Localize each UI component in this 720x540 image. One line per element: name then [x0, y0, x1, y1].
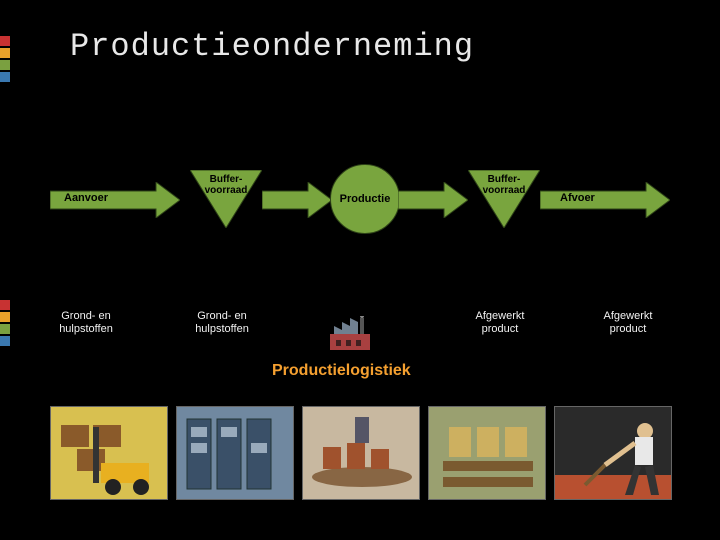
arrow-3 [398, 182, 468, 218]
arrow-afvoer-label: Afvoer [560, 192, 595, 204]
factory-icon [330, 316, 370, 355]
image-worker [554, 406, 672, 500]
image-pallets [428, 406, 546, 500]
arrow-aanvoer: Aanvoer [50, 182, 180, 218]
accent-bars-mid [0, 300, 10, 346]
image-conveyor [302, 406, 420, 500]
image-forklift [50, 406, 168, 500]
productie-label: Productie [340, 193, 391, 205]
arrow-2 [262, 182, 332, 218]
productie-circle: Productie [330, 164, 400, 234]
arrow-aanvoer-label: Aanvoer [64, 192, 108, 204]
image-row [50, 406, 672, 500]
sublabel-1: Grond- en hulpstoffen [46, 310, 126, 336]
image-warehouse [176, 406, 294, 500]
sublabel-3: Afgewerkt product [460, 310, 540, 336]
arrow-afvoer: Afvoer [540, 182, 670, 218]
buffer-label-1: Buffer- voorraad [190, 174, 262, 196]
page-title: Productieonderneming [70, 28, 474, 65]
flow-diagram: Aanvoer Buffer- voorraad Productie Buffe… [40, 170, 680, 250]
sublabel-4: Afgewerkt product [588, 310, 668, 336]
buffer-label-2: Buffer- voorraad [468, 174, 540, 196]
section-title: Productielogistiek [272, 362, 411, 380]
sublabel-2: Grond- en hulpstoffen [182, 310, 262, 336]
accent-bars-top [0, 36, 10, 82]
